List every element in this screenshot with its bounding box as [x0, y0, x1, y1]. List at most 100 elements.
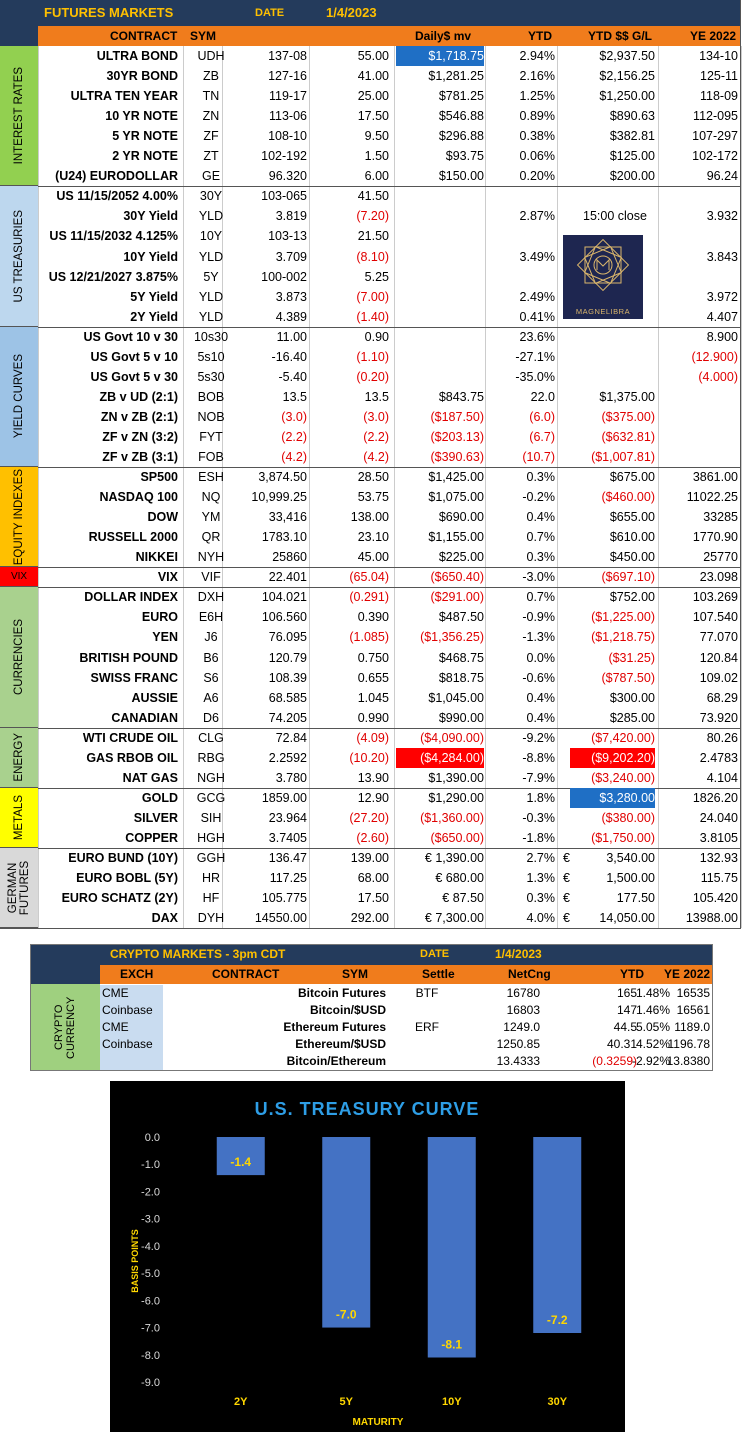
- y-tick-label: -2.0: [141, 1186, 160, 1198]
- ytd-gl-cell: ($697.10): [601, 570, 655, 585]
- change-cell: (0.20): [356, 369, 389, 384]
- crypto-ytd-cell: -2.92%: [631, 1054, 670, 1068]
- table-row: ULTRA BOND UDH 137-08 55.00 $1,718.75 2.94% $2…: [0, 46, 741, 66]
- daily-mv-cell: ($1,360.00): [420, 810, 484, 825]
- ye2022-cell: 1826.20: [692, 790, 738, 805]
- ye2022-cell: [656, 427, 738, 447]
- ytd-cell: 3.49%: [519, 249, 555, 264]
- daily-mv-cell: [396, 267, 484, 287]
- contract-cell: AUSSIE: [131, 690, 178, 705]
- sym-cell: TN: [202, 89, 220, 104]
- daily-mv-cell: [396, 226, 484, 246]
- table-row: EURO E6H 106.560 0.390 $487.50 -0.9% ($1,225.0…: [0, 607, 741, 627]
- table-row: (U24) EURODOLLAR GE 96.320 6.00 $150.00 0.20%…: [0, 166, 741, 186]
- daily-mv-cell: $990.00: [438, 710, 484, 725]
- ye2022-cell: (12.900): [691, 349, 738, 364]
- change-cell: 41.50: [357, 189, 389, 204]
- crypto-title: CRYPTO MARKETS - 3pm CDT: [110, 947, 286, 961]
- sym-cell: DXH: [197, 590, 225, 605]
- chart-svg: U.S. TREASURY CURVE 0.0 -1.0 -2.0 -3.0 -4.0 -5…: [130, 1099, 582, 1428]
- price-cell: 3.780: [275, 770, 307, 785]
- change-cell: 68.00: [357, 871, 389, 886]
- contract-cell: WTI CRUDE OIL: [82, 730, 178, 745]
- daily-mv-cell: $93.75: [445, 149, 484, 164]
- daily-mv-cell: $1,075.00: [428, 490, 484, 505]
- sym-cell: HF: [202, 891, 220, 906]
- bar-5y: [322, 1137, 371, 1328]
- price-cell: 120.79: [268, 650, 307, 665]
- crypto-contract-cell: Ethereum Futures: [283, 1020, 386, 1034]
- daily-mv-cell: $1,425.00: [428, 470, 484, 485]
- table-row: RUSSELL 2000 QR 1783.10 23.10 $1,155.00 0.7% $…: [0, 527, 741, 547]
- ytd-cell: 2.7%: [526, 851, 556, 865]
- change-cell: 55.00: [357, 49, 389, 63]
- price-cell: 23.964: [268, 810, 307, 825]
- price-cell: 10,999.25: [251, 490, 307, 505]
- ytd-gl-cell: [570, 327, 655, 347]
- contract-cell: RUSSELL 2000: [88, 530, 178, 545]
- table-row: CANADIAN D6 74.205 0.990 $990.00 0.4% $285.00 7…: [0, 708, 741, 728]
- ye2022-cell: 11022.25: [686, 490, 738, 505]
- ye2022-cell: (4.000): [698, 369, 738, 384]
- ytd-cell: [485, 267, 555, 287]
- change-cell: (7.20): [356, 209, 389, 224]
- sym-cell: 5s10: [197, 349, 225, 364]
- crypto-col-exch: EXCH: [120, 967, 154, 981]
- ye2022-cell: 1770.90: [692, 530, 738, 545]
- table-row: SWISS FRANC S6 108.39 0.655 $818.75 -0.6% ($78…: [0, 668, 741, 688]
- col-dmv: Daily$ mv: [415, 29, 472, 43]
- daily-mv-cell: $1,390.00: [428, 770, 484, 785]
- table-row: 5 YR NOTE ZF 108-10 9.50 $296.88 0.38% $382.81…: [0, 126, 741, 146]
- ye2022-cell: 13988.00: [685, 911, 738, 926]
- ytd-cell: 0.3%: [526, 891, 556, 906]
- table-row: ZN v ZB (2:1) NOB (3.0) (3.0) ($187.50) (6.0)…: [0, 407, 741, 427]
- price-cell: 68.585: [268, 690, 307, 705]
- futures-title-bar: FUTURES MARKETS DATE 1/4/2023: [0, 0, 741, 26]
- sym-cell: NGH: [197, 770, 225, 785]
- sym-cell: NOB: [197, 409, 225, 424]
- contract-cell: DAX: [151, 911, 178, 926]
- contract-cell: EURO: [141, 610, 178, 625]
- price-cell: 3.709: [275, 249, 307, 264]
- table-row: EURO BOBL (5Y) HR 117.25 68.00 € 680.00 1.3% €…: [0, 868, 741, 888]
- ytd-cell: 22.0: [530, 389, 555, 404]
- daily-mv-cell: [396, 186, 484, 206]
- contract-cell: US Govt 5 v 30: [90, 369, 178, 384]
- daily-mv-cell: $781.25: [438, 89, 484, 104]
- table-row: 2Y Yield YLD 4.389 (1.40) 0.41% 4.407: [0, 307, 741, 327]
- price-cell: 103-065: [261, 189, 307, 204]
- daily-mv-cell: $546.88: [438, 109, 484, 124]
- ytd-cell: [485, 226, 555, 246]
- price-cell: 4.389: [275, 309, 307, 324]
- contract-cell: YEN: [152, 630, 178, 645]
- sym-cell: GE: [201, 169, 221, 184]
- ye2022-cell: 68.29: [706, 690, 738, 705]
- daily-mv-cell: [396, 287, 484, 307]
- ye2022-cell: [656, 407, 738, 427]
- daily-mv-cell: $818.75: [438, 670, 484, 685]
- table-row: 30YR BOND ZB 127-16 41.00 $1,281.25 2.16% $2,1…: [0, 66, 741, 86]
- contract-cell: EURO BOBL (5Y): [76, 871, 178, 886]
- ytd-gl-cell: 3,540.00: [606, 851, 655, 865]
- daily-mv-cell: ($1,356.25): [420, 630, 484, 645]
- ytd-gl-cell: ($1,225.00): [591, 610, 655, 625]
- change-cell: 9.50: [364, 129, 389, 144]
- contract-cell: US 12/21/2027 3.875%: [48, 269, 178, 284]
- change-cell: 21.50: [357, 229, 389, 244]
- sym-cell: 30Y: [199, 189, 223, 204]
- table-row: SILVER SIH 23.964 (27.20) ($1,360.00) -0.3% ($…: [0, 808, 741, 828]
- ytd-cell: -0.3%: [522, 810, 555, 825]
- table-row: DOW YM 33,416 138.00 $690.00 0.4% $655.00 33285: [0, 507, 741, 527]
- ye2022-cell: 125-11: [700, 69, 738, 84]
- y-tick-label: -6.0: [141, 1295, 160, 1307]
- change-cell: 6.00: [364, 169, 389, 184]
- crypto-ye-cell: 16535: [676, 986, 710, 1000]
- contract-cell: 2Y Yield: [130, 309, 178, 324]
- ytd-gl-cell: ($380.00): [601, 810, 655, 825]
- table-row: 2 YR NOTE ZT 102-192 1.50 $93.75 0.06% $125.00…: [0, 146, 741, 166]
- sym-cell: YLD: [198, 249, 224, 264]
- ytd-gl-cell: $1,250.00: [599, 89, 655, 104]
- contract-cell: EURO SCHATZ (2Y): [61, 891, 178, 906]
- price-cell: 14550.00: [254, 911, 307, 926]
- change-cell: (1.085): [349, 630, 389, 645]
